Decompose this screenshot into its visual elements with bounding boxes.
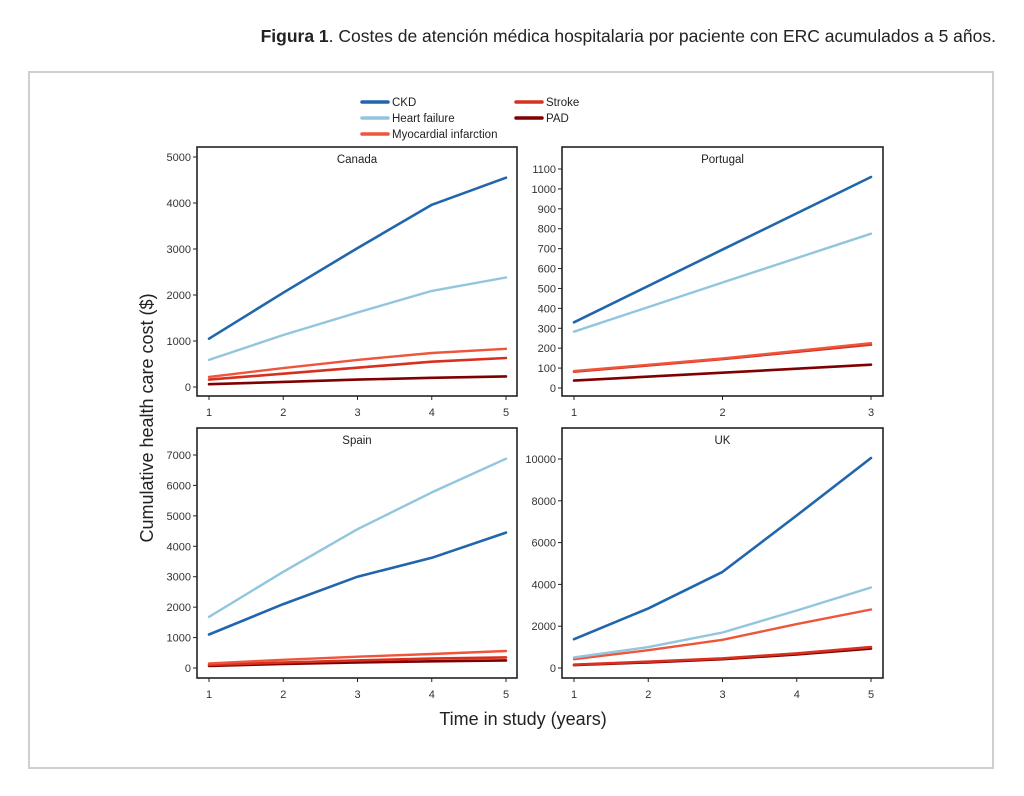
legend-label-pad: PAD: [546, 113, 569, 125]
series-line-canada-myocardial-infarction: [207, 347, 508, 379]
x-tick-label: 4: [794, 689, 800, 701]
figure-caption: Figura 1. Costes de atención médica hosp…: [261, 26, 996, 47]
y-tick-label: 1000: [167, 633, 191, 645]
series-line-spain-ckd: [207, 531, 508, 636]
x-tick-label: 2: [719, 407, 725, 419]
series-line-spain-heart-failure: [207, 457, 508, 619]
series-line-canada-heart-failure: [207, 276, 508, 362]
y-tick-label: 6000: [532, 538, 556, 550]
legend-label-stroke: Stroke: [546, 97, 579, 109]
y-tick-label: 3000: [167, 572, 191, 584]
y-tick-label: 700: [538, 244, 556, 256]
series-line-spain-stroke: [207, 656, 508, 667]
y-tick-label: 500: [538, 283, 556, 295]
x-tick-label: 4: [429, 689, 435, 701]
y-tick-label: 800: [538, 224, 556, 236]
y-tick-label: 4000: [167, 541, 191, 553]
x-tick-label: 2: [280, 407, 286, 419]
x-tick-label: 1: [571, 689, 577, 701]
series-line-portugal-heart-failure: [572, 232, 873, 333]
series-line-uk-heart-failure: [572, 586, 873, 659]
x-tick-label: 5: [503, 689, 509, 701]
x-tick-label: 4: [429, 407, 435, 419]
y-tick-label: 0: [185, 663, 191, 675]
series-line-uk-myocardial-infarction: [572, 608, 873, 661]
legend-item-pad: PAD: [514, 113, 569, 125]
legend-item-myocardial-infarction: Myocardial infarction: [360, 129, 497, 141]
panel-frame-portugal: [561, 146, 884, 397]
y-tick-label: 8000: [532, 496, 556, 508]
legend-label-heart-failure: Heart failure: [392, 113, 455, 125]
panel-portugal: Portugal 0 100 200 300 400 500 600 700 800 900 1000…: [532, 146, 884, 419]
series-line-canada-pad: [207, 375, 508, 386]
panel-title-portugal: Portugal: [701, 154, 744, 166]
panel-frame-spain: [196, 427, 518, 679]
panel-title-canada: Canada: [337, 154, 378, 166]
y-tick-label: 7000: [167, 450, 191, 462]
x-tick-label: 3: [354, 689, 360, 701]
y-tick-label: 300: [538, 323, 556, 335]
y-tick-label: 1000: [532, 184, 556, 196]
y-tick-label: 4000: [532, 579, 556, 591]
panel-title-uk: UK: [715, 435, 731, 447]
y-tick-label: 4000: [167, 198, 191, 210]
figure-caption-label: Figura 1: [260, 26, 329, 46]
series-line-portugal-myocardial-infarction: [572, 342, 873, 373]
x-tick-label: 1: [571, 407, 577, 419]
y-tick-label: 5000: [167, 511, 191, 523]
y-tick-label: 0: [550, 663, 556, 675]
y-tick-label: 10000: [525, 454, 556, 466]
y-tick-label: 200: [538, 343, 556, 355]
y-tick-label: 2000: [167, 602, 191, 614]
series-line-canada-ckd: [207, 176, 508, 341]
x-axis-title: Time in study (years): [439, 709, 606, 729]
y-tick-label: 5000: [167, 152, 191, 164]
y-tick-label: 400: [538, 303, 556, 315]
series-line-portugal-pad: [572, 363, 873, 382]
legend-item-stroke: Stroke: [514, 97, 579, 109]
y-tick-label: 2000: [167, 290, 191, 302]
y-tick-label: 0: [550, 383, 556, 395]
y-tick-label: 900: [538, 204, 556, 216]
y-tick-label: 600: [538, 264, 556, 276]
series-line-uk-ckd: [572, 456, 873, 641]
x-tick-label: 3: [354, 407, 360, 419]
y-tick-label: 1100: [532, 164, 556, 176]
legend-item-heart-failure: Heart failure: [360, 113, 455, 125]
chart-legend: CKD Heart failure Myocardial infarction Str…: [360, 97, 579, 141]
series-line-uk-stroke: [572, 645, 873, 667]
x-tick-label: 5: [503, 407, 509, 419]
panel-title-spain: Spain: [342, 435, 371, 447]
legend-item-ckd: CKD: [360, 97, 416, 109]
y-tick-label: 2000: [532, 621, 556, 633]
series-line-portugal-ckd: [572, 175, 873, 324]
legend-label-myocardial-infarction: Myocardial infarction: [392, 129, 497, 141]
panel-frame-uk: [561, 427, 884, 679]
x-tick-label: 1: [206, 689, 212, 701]
y-tick-label: 1000: [167, 336, 191, 348]
x-tick-label: 3: [719, 689, 725, 701]
panel-canada: Canada 0 1000 2000 3000 4000 5000 1 2 3 4 5: [167, 146, 518, 419]
x-tick-label: 1: [206, 407, 212, 419]
figure-caption-text: . Costes de atención médica hospitalaria…: [328, 26, 996, 46]
y-tick-label: 100: [538, 363, 556, 375]
panel-uk: UK 0 2000 4000 6000 8000 10000 1 2 3 4 5: [525, 427, 884, 701]
panel-spain: Spain 0 1000 2000 3000 4000 5000 6000 7000 1 2 3 4 5: [167, 427, 518, 701]
y-tick-label: 3000: [167, 244, 191, 256]
x-tick-label: 5: [868, 689, 874, 701]
legend-label-ckd: CKD: [392, 97, 416, 109]
x-tick-label: 2: [645, 689, 651, 701]
y-tick-label: 0: [185, 382, 191, 394]
x-tick-label: 2: [280, 689, 286, 701]
series-line-canada-stroke: [207, 356, 508, 381]
series-line-spain-myocardial-infarction: [207, 649, 508, 665]
y-tick-label: 6000: [167, 480, 191, 492]
x-tick-label: 3: [868, 407, 874, 419]
y-axis-title: Cumulative health care cost ($): [137, 293, 157, 542]
figure-frame: [28, 71, 994, 769]
